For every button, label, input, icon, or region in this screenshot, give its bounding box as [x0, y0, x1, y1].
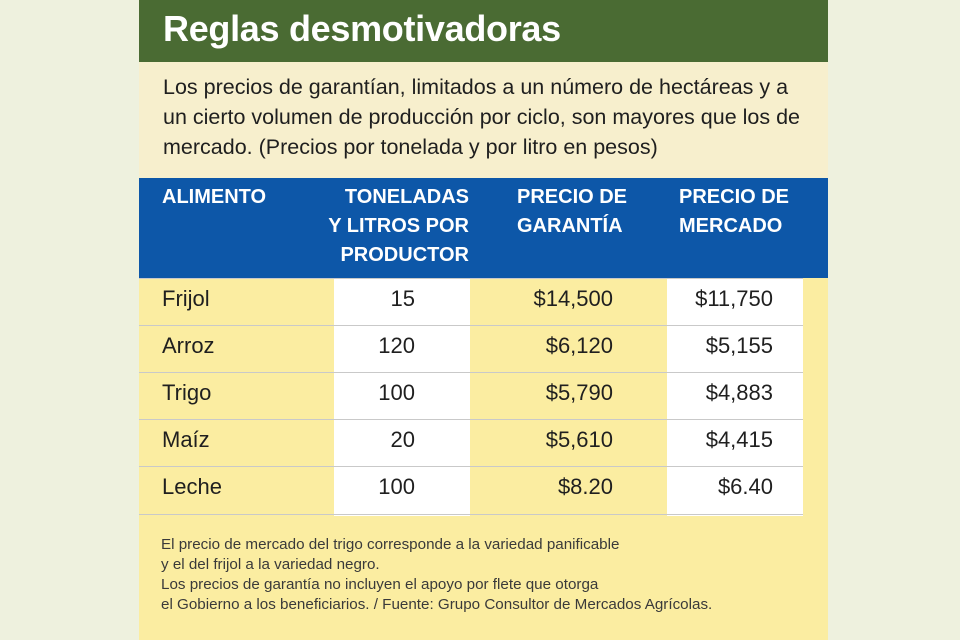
table-body: Frijol 15 $14,500 $11,750 Arroz 120 $6,1…: [139, 278, 828, 516]
cell-volumen: 120: [378, 333, 415, 358]
table-header: ALIMENTO TONELADAS Y LITROS POR PRODUCTO…: [139, 178, 828, 278]
cell-precio-mercado: $4,415: [705, 427, 773, 452]
row-divider: [139, 514, 803, 515]
cell-volumen: 20: [390, 427, 415, 452]
cell-precio-garantia: $6,120: [545, 333, 613, 358]
cell-volumen: 100: [378, 380, 415, 405]
row-divider: [139, 325, 803, 326]
table-row: Frijol 15 $14,500 $11,750: [139, 278, 828, 325]
cell-precio-mercado: $4,883: [705, 380, 773, 405]
table-row: Arroz 120 $6,120 $5,155: [139, 325, 828, 372]
intro-text: Los precios de garantían, limitados a un…: [163, 75, 800, 159]
cell-alimento: Arroz: [162, 333, 215, 358]
cell-precio-garantia: $8.20: [557, 474, 613, 499]
cell-alimento: Trigo: [162, 380, 212, 405]
title-bar: Reglas desmotivadoras: [139, 0, 828, 62]
cell-precio-mercado: $5,155: [705, 333, 773, 358]
row-divider: [139, 278, 803, 279]
infographic-card: Reglas desmotivadoras Los precios de gar…: [139, 0, 828, 640]
table-row: Maíz 20 $5,610 $4,415: [139, 419, 828, 466]
cell-precio-mercado: $6.40: [717, 474, 773, 499]
row-divider: [139, 372, 803, 373]
cell-alimento: Frijol: [162, 286, 210, 311]
header-precio-mercado: PRECIO DE MERCADO: [679, 186, 790, 237]
cell-precio-mercado: $11,750: [695, 286, 773, 311]
row-divider: [139, 466, 803, 467]
header-volumen: TONELADAS Y LITROS POR PRODUCTOR: [328, 186, 469, 266]
cell-volumen: 15: [390, 286, 415, 311]
cell-precio-garantia: $5,610: [545, 427, 613, 452]
cell-alimento: Leche: [162, 474, 222, 499]
row-divider: [139, 419, 803, 420]
cell-precio-garantia: $14,500: [533, 286, 613, 311]
table-row: Trigo 100 $5,790 $4,883: [139, 372, 828, 419]
volumen-column-bg: [334, 278, 470, 516]
table-row: Leche 100 $8.20 $6.40: [139, 466, 828, 513]
cell-precio-garantia: $5,790: [545, 380, 613, 405]
header-precio-garantia: PRECIO DE GARANTÍA: [517, 186, 628, 237]
cell-alimento: Maíz: [162, 427, 210, 452]
mercado-column-bg: [667, 278, 803, 516]
footnotes: El precio de mercado del trigo correspon…: [161, 536, 713, 613]
page-title: Reglas desmotivadoras: [163, 8, 561, 49]
intro-panel: Los precios de garantían, limitados a un…: [139, 62, 828, 178]
cell-volumen: 100: [378, 474, 415, 499]
header-alimento: ALIMENTO: [162, 186, 267, 208]
